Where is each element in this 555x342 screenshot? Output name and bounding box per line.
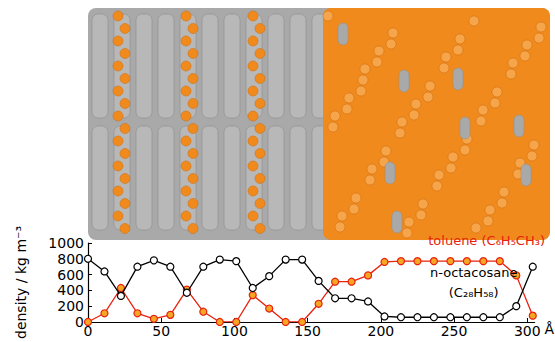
svg-text:toluene (C₆H₅CH₃): toluene (C₆H₅CH₃) — [428, 233, 545, 248]
svg-text:400: 400 — [57, 282, 84, 298]
svg-text:density / kg m⁻³: density / kg m⁻³ — [13, 226, 29, 339]
svg-text:(C₂₈H₅₈): (C₂₈H₅₈) — [449, 285, 499, 300]
svg-text:200: 200 — [57, 298, 84, 314]
svg-text:200: 200 — [367, 323, 394, 339]
svg-text:800: 800 — [57, 251, 84, 267]
svg-text:0: 0 — [83, 323, 93, 339]
svg-text:50: 50 — [152, 323, 170, 339]
svg-text:100: 100 — [221, 323, 248, 339]
svg-text:1000: 1000 — [48, 235, 84, 251]
svg-text:Å: Å — [545, 321, 555, 337]
svg-text:n-octacosane: n-octacosane — [430, 265, 517, 280]
svg-text:300: 300 — [514, 323, 541, 339]
svg-text:250: 250 — [441, 323, 468, 339]
svg-text:150: 150 — [294, 323, 321, 339]
svg-text:0: 0 — [75, 314, 84, 330]
svg-text:600: 600 — [57, 267, 84, 283]
